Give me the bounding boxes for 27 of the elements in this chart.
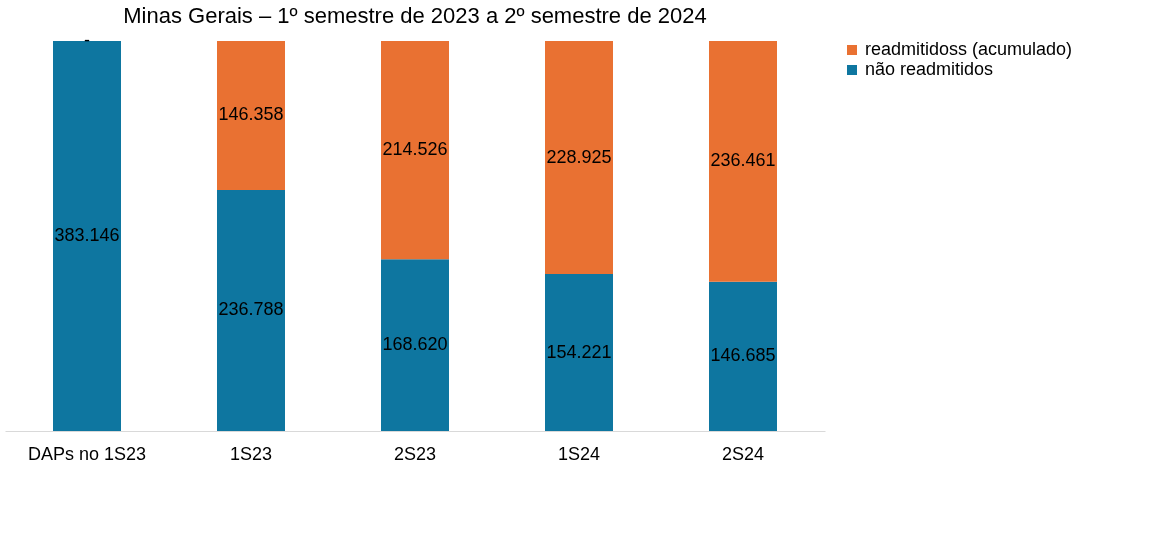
bar: [53, 41, 121, 431]
bar: [709, 41, 777, 282]
bar: [709, 281, 777, 431]
x-tick-label: DAPs no 1S23: [27, 443, 147, 464]
data-label: 383.146: [54, 225, 120, 245]
bar: [545, 274, 613, 431]
x-tick-label: 1S24: [557, 443, 601, 464]
data-label: 214.526: [382, 139, 448, 160]
legend-label: não readmitidos: [865, 59, 994, 79]
data-label: 236.788: [218, 299, 284, 320]
chart-title: Minas Gerais – 1º semestre de 2023 a 2º semestre de 2024: [123, 3, 707, 28]
bar: [381, 259, 449, 431]
x-tick-label: 2S23: [393, 443, 437, 464]
x-tick-label: 1S23: [229, 443, 273, 464]
bar: [381, 41, 449, 260]
data-label: 168.620: [382, 334, 448, 355]
x-tick-label: 2S24: [721, 443, 765, 464]
data-label: -: [84, 30, 90, 50]
legend-label: readmitidoss (acumulado): [865, 39, 1073, 59]
bar: [217, 189, 285, 431]
data-label: 236.461: [710, 150, 776, 171]
data-label: 146.685: [710, 345, 776, 366]
data-label: 146.358: [218, 104, 284, 125]
bar: [545, 41, 613, 275]
bar: [217, 41, 285, 190]
data-label: 228.925: [546, 146, 612, 167]
data-label: 154.221: [546, 341, 612, 362]
